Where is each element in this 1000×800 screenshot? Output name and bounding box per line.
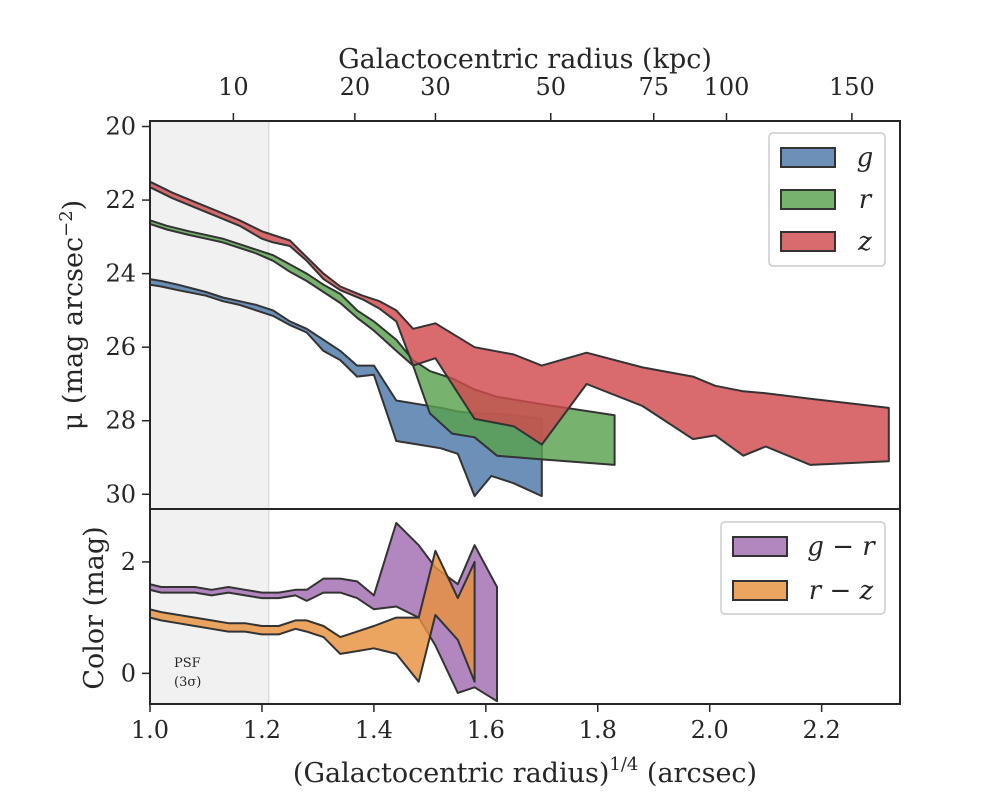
legend-label: g − r xyxy=(807,532,876,562)
color-y-tick-label: 2 xyxy=(121,548,136,576)
top-x-tick-label: 10 xyxy=(218,73,249,101)
top-x-tick-label: 30 xyxy=(420,73,451,101)
legend-label: r xyxy=(859,185,873,215)
top-bands xyxy=(150,180,890,498)
y-tick-label: 26 xyxy=(105,333,136,361)
top-y-axis-title: μ (mag arcsec−2) xyxy=(56,200,89,430)
legend-swatch xyxy=(732,580,788,601)
top-x-tick-label: 100 xyxy=(704,73,750,101)
top-x-axis-title: Galactocentric radius (kpc) xyxy=(338,44,712,75)
top-y-axis-title-exponent: −2 xyxy=(56,210,77,237)
psf-label: PSF xyxy=(174,656,201,671)
x-tick-label: 1.0 xyxy=(131,716,169,744)
bottom-y-axis-title: Color (mag) xyxy=(79,526,110,689)
legend-label: r − z xyxy=(809,576,874,606)
bottom-axes-frame xyxy=(149,508,901,705)
bottom-x-axis-title: (Galactocentric radius)1/4 (arcsec) xyxy=(293,754,757,789)
legend-label: g xyxy=(857,143,874,173)
bottom-x-axis-title-exponent: 1/4 xyxy=(609,754,638,775)
top-x-tick-label: 50 xyxy=(535,73,566,101)
legend-swatch xyxy=(732,536,788,557)
psf-sigma-label: (3σ) xyxy=(174,675,201,690)
color-y-tick-label: 0 xyxy=(121,659,136,687)
band-gr-minus- xyxy=(150,521,498,703)
x-tick-label: 1.8 xyxy=(579,716,617,744)
x-tick-label: 2.2 xyxy=(803,716,841,744)
y-tick-label: 20 xyxy=(105,113,136,141)
top-x-tick-label: 75 xyxy=(638,73,669,101)
x-tick-label: 1.6 xyxy=(467,716,505,744)
axis-titles: Galactocentric radius (kpc) μ (mag arcse… xyxy=(56,44,757,789)
bottom-bands xyxy=(150,521,498,703)
legend-swatch xyxy=(780,147,836,168)
top-x-tick-label: 20 xyxy=(340,73,371,101)
y-tick-label: 24 xyxy=(105,260,136,288)
psf-region xyxy=(150,121,269,704)
bottom-x-axis-title-main: (Galactocentric radius) xyxy=(293,758,609,789)
x-tick-label: 2.0 xyxy=(691,716,729,744)
legend-swatch xyxy=(780,189,836,210)
y-tick-label: 28 xyxy=(105,407,136,435)
y-tick-label: 30 xyxy=(105,480,136,508)
x-tick-label: 1.4 xyxy=(355,716,393,744)
band-r-minus-z xyxy=(150,549,476,683)
top-y-axis-title-close: ) xyxy=(58,200,89,211)
top-x-tick-label: 150 xyxy=(829,73,875,101)
y-tick-label: 22 xyxy=(105,186,136,214)
top-y-axis-title-main: μ (mag arcsec xyxy=(58,237,89,430)
legend-swatch xyxy=(780,231,836,252)
color-panel: 0 2 1.0 1.2 1.4 1.6 1.8 2.0 2.2 g − r r − z xyxy=(121,508,901,744)
x-tick-label: 1.2 xyxy=(243,716,281,744)
bottom-x-axis-title-tail: (arcsec) xyxy=(638,758,757,789)
band-g xyxy=(150,278,543,498)
legend-label: z xyxy=(857,227,872,257)
band-z xyxy=(150,180,890,466)
